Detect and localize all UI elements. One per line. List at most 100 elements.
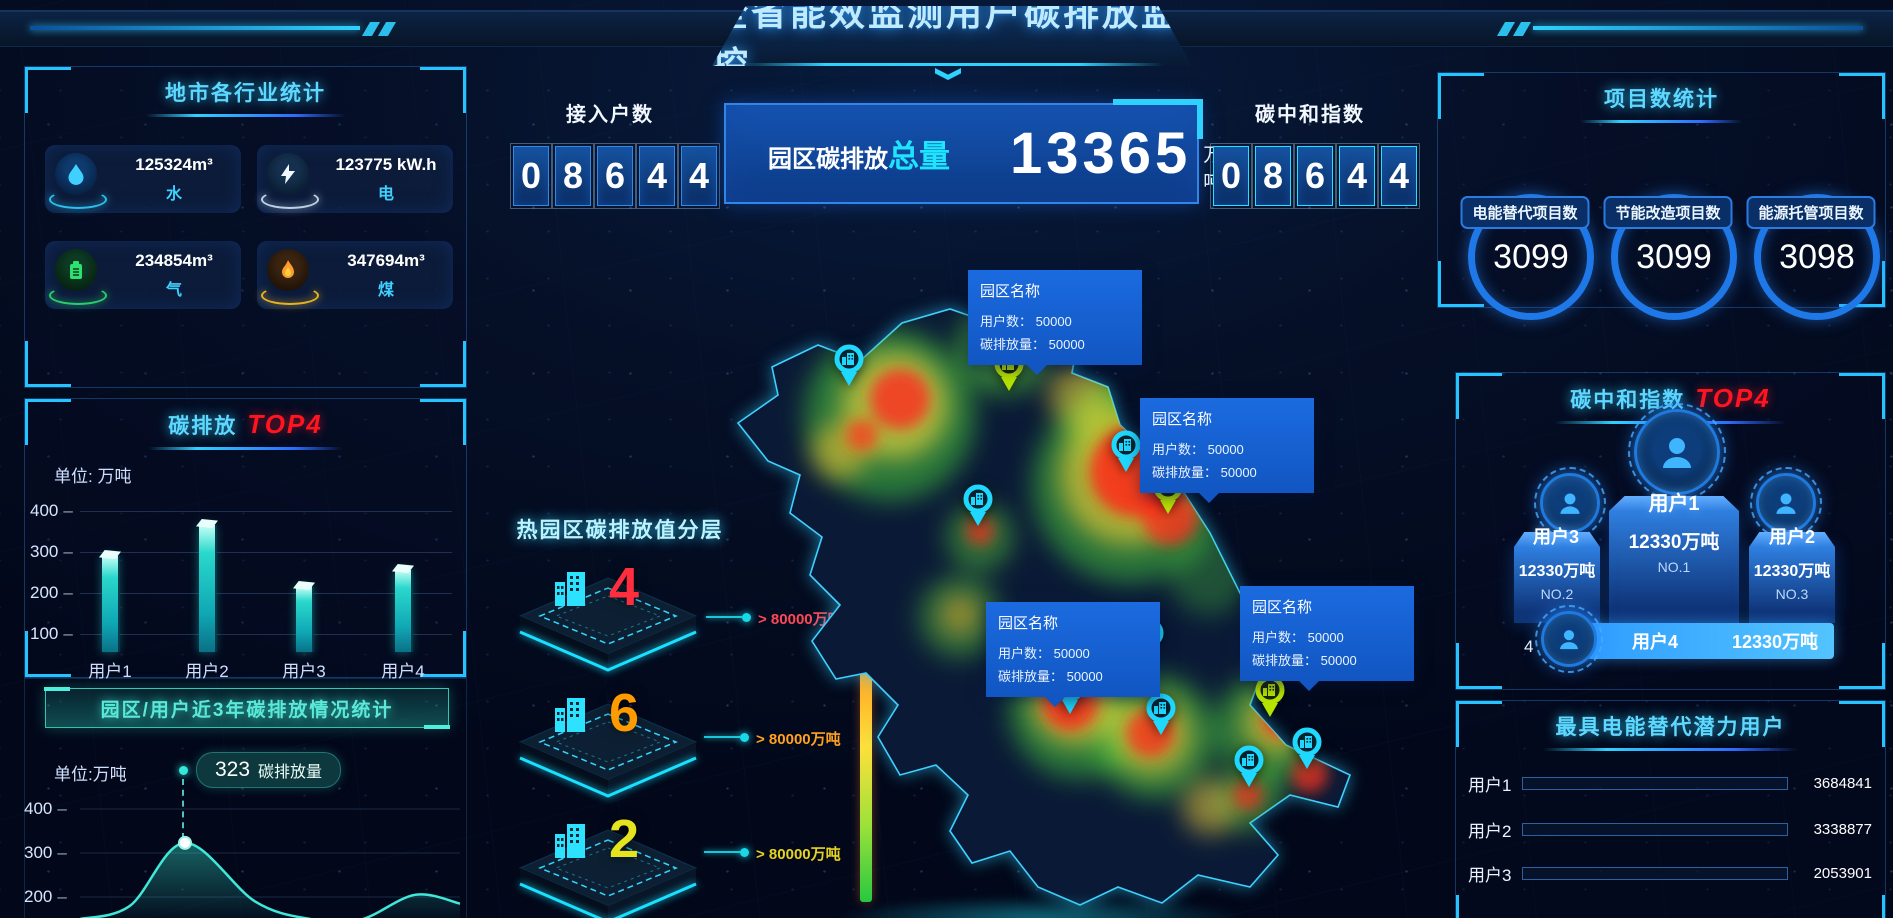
emission-top4-text: 碳排放 [168, 415, 238, 438]
trend-area [80, 842, 460, 918]
user2-avatar [1750, 467, 1822, 539]
project-circle-2: 3099 [1611, 194, 1737, 320]
potential-user-value: 3684841 [1813, 774, 1872, 792]
coal-ring [261, 286, 319, 305]
map-marker[interactable] [1109, 430, 1143, 474]
map-marker[interactable] [1290, 727, 1324, 771]
panel-trend-frame [24, 678, 467, 918]
bar-gridline-400 [80, 511, 452, 512]
layer-platform-2: 6 [513, 683, 703, 810]
digit-box: 4 [636, 143, 678, 209]
access-counter-label: 接入户数 [566, 104, 654, 126]
bar-chart-unit: 单位: 万吨 [54, 467, 132, 486]
trend-peak-dot [178, 835, 192, 850]
total-emission-box: 园区碳排放总量 13365 万吨 [724, 99, 1222, 204]
coal-value: 347694m³ [347, 250, 425, 270]
access-counter-digits: 0 8 6 4 4 [510, 143, 720, 209]
bar-gridline-200 [80, 593, 452, 594]
bar-ytick: 400 [30, 501, 70, 521]
panel-projects-title: 项目数统计 [1560, 77, 1763, 123]
connector-dot-3 [740, 848, 749, 857]
panel-potential-users: 最具电能替代潜力用户 [1455, 700, 1886, 918]
potential-user-value: 3338877 [1813, 820, 1872, 838]
fourth-rank-bar: 用户4 12330万吨 [1586, 623, 1834, 659]
connector-line-3 [704, 851, 740, 853]
connector-dot-1 [742, 613, 751, 622]
bar-ytick: 300 [30, 542, 70, 562]
neutral-top4-text: 碳中和指数 [1570, 389, 1686, 412]
user3-avatar [1534, 467, 1606, 539]
trend-line [80, 841, 460, 918]
building-icon [555, 824, 585, 858]
map-marker[interactable] [1253, 675, 1287, 719]
bar-ytick: 100 [30, 624, 70, 644]
stat-card-coal: 347694m³ 煤 [257, 241, 453, 309]
digit-box: 4 [678, 143, 720, 209]
tooltip-title: 园区名称 [980, 283, 1041, 300]
bar-user3 [296, 587, 312, 652]
coal-label: 煤 [377, 281, 394, 299]
project-value-1: 3099 [1493, 237, 1569, 276]
tooltip-emission-label: 碳排放量： [980, 337, 1046, 352]
water-value: 125324m³ [135, 154, 213, 174]
podium-first-rank: NO.1 [1657, 559, 1691, 575]
potential-user-name: 用户3 [1468, 865, 1512, 885]
map-marker[interactable] [1144, 693, 1178, 737]
digit-box: 8 [552, 143, 594, 209]
map-marker[interactable] [961, 484, 995, 528]
trend-tooltip: 323 碳排放量 [196, 752, 342, 788]
bar-xlabel: 用户2 [185, 662, 229, 681]
potential-bar-track [1522, 776, 1788, 790]
tooltip-emission-value: 50000 [1320, 653, 1357, 668]
tooltip-emission-label: 碳排放量： [1252, 653, 1318, 668]
trend-tooltip-value: 323 [215, 758, 251, 781]
layer-threshold-3: > 80000万吨 [756, 846, 841, 863]
total-emission-label: 园区碳排放总量 [768, 131, 950, 176]
podium-first-value: 12330万吨 [1628, 532, 1720, 553]
chevron-down-icon [935, 68, 961, 80]
map-marker[interactable] [1232, 745, 1266, 789]
podium-third-rank: NO.3 [1775, 586, 1809, 602]
panel-industry-title: 地市各行业统计 [121, 71, 370, 117]
tooltip-users-label: 用户数： [980, 314, 1033, 329]
panel-emission-top4-title: 碳排放 TOP4 [124, 403, 366, 450]
trend-ytick: 200 [24, 887, 64, 907]
water-drop-icon [55, 153, 97, 195]
trend-tooltip-label: 碳排放量 [258, 764, 323, 781]
bar-xlabel: 用户1 [88, 662, 132, 681]
tooltip-users-value: 50000 [1307, 630, 1344, 645]
panel-neutral-top4: 碳中和指数 TOP4 用户1 12330万吨 NO.1 用户3 12330万吨 N… [1455, 372, 1886, 690]
fourth-rank-value: 12330万吨 [1731, 632, 1818, 652]
podium-second-rank: NO.2 [1540, 586, 1574, 602]
fourth-rank-name: 用户4 [1632, 632, 1679, 652]
flame-icon [267, 249, 309, 291]
potential-user-name: 用户2 [1468, 821, 1512, 841]
digit-box: 0 [510, 143, 552, 209]
history-stats-button[interactable]: 园区/用户近3年碳排放情况统计 [44, 687, 450, 729]
fourth-rank-index: 4 [1524, 637, 1534, 656]
map-marker[interactable] [832, 344, 866, 388]
layer-threshold-2: > 80000万吨 [756, 731, 841, 748]
user4-avatar [1535, 605, 1603, 673]
panel-potential-title: 最具电能替代潜力用户 [1512, 705, 1830, 751]
tooltip-users-value: 50000 [1207, 442, 1244, 457]
potential-bar-track [1522, 866, 1788, 880]
podium-third: 12330万吨 NO.3 [1749, 547, 1835, 623]
electricity-label: 电 [377, 185, 394, 203]
digit-box: 8 [1252, 143, 1294, 209]
podium-first-name: 用户1 [1648, 493, 1700, 515]
gas-value: 234854m³ [135, 250, 213, 270]
layer-count-1: 4 [609, 557, 640, 617]
trend-ytick: 400 [24, 799, 64, 819]
bar-user1 [102, 556, 118, 652]
tooltip-users-label: 用户数： [998, 646, 1051, 661]
electricity-value: 123775 kW.h [335, 154, 437, 174]
podium-third-value: 12330万吨 [1753, 563, 1831, 580]
tooltip-emission-label: 碳排放量： [1152, 465, 1218, 480]
tooltip-users-label: 用户数： [1152, 442, 1205, 457]
total-emission-value: 13365 [1010, 121, 1192, 186]
project-badge-2: 节能改造项目数 [1603, 196, 1733, 229]
stat-card-water: 125324m³ 水 [45, 145, 241, 213]
connector-line-2 [704, 736, 740, 738]
potential-user-name: 用户1 [1468, 775, 1512, 795]
